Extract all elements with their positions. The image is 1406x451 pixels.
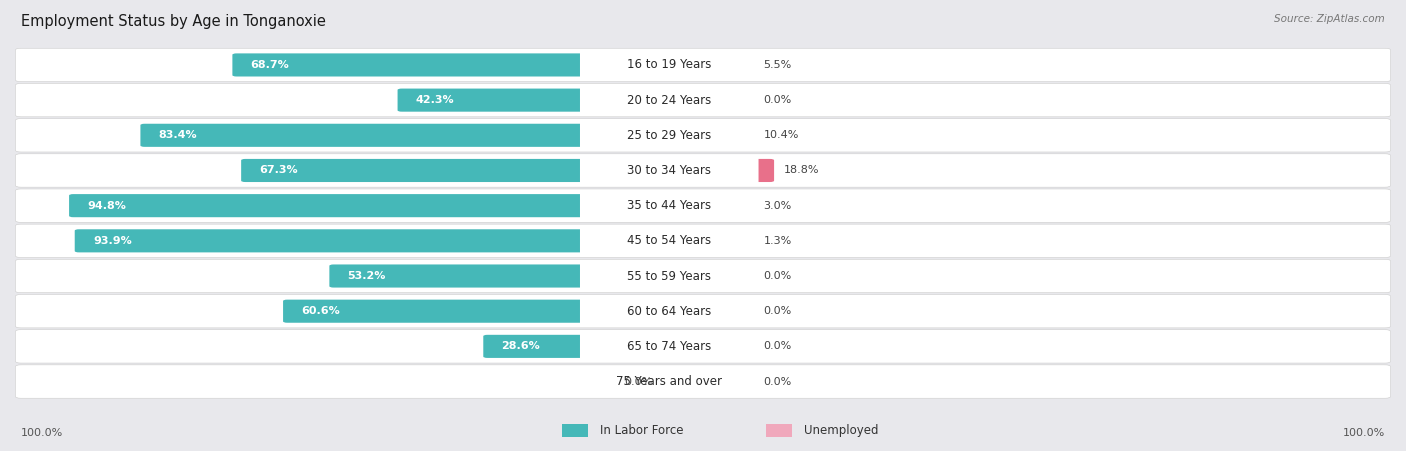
FancyBboxPatch shape [562, 424, 588, 437]
Text: 60 to 64 Years: 60 to 64 Years [627, 305, 711, 318]
FancyBboxPatch shape [668, 124, 754, 147]
Text: 65 to 74 Years: 65 to 74 Years [627, 340, 711, 353]
Text: 53.2%: 53.2% [347, 271, 387, 281]
Text: 25 to 29 Years: 25 to 29 Years [627, 129, 711, 142]
Text: 67.3%: 67.3% [260, 166, 298, 175]
Text: 45 to 54 Years: 45 to 54 Years [627, 235, 711, 247]
Text: 0.0%: 0.0% [763, 306, 792, 316]
Text: In Labor Force: In Labor Force [600, 424, 683, 437]
FancyBboxPatch shape [668, 335, 754, 358]
FancyBboxPatch shape [766, 424, 792, 437]
Text: 28.6%: 28.6% [502, 341, 540, 351]
Text: 0.0%: 0.0% [763, 271, 792, 281]
FancyBboxPatch shape [232, 53, 671, 77]
FancyBboxPatch shape [581, 190, 759, 221]
FancyBboxPatch shape [581, 366, 759, 397]
Text: 1.3%: 1.3% [763, 236, 792, 246]
FancyBboxPatch shape [15, 83, 1391, 117]
FancyBboxPatch shape [398, 88, 671, 112]
Text: 16 to 19 Years: 16 to 19 Years [627, 59, 711, 71]
FancyBboxPatch shape [15, 365, 1391, 398]
FancyBboxPatch shape [15, 330, 1391, 363]
Text: 30 to 34 Years: 30 to 34 Years [627, 164, 711, 177]
FancyBboxPatch shape [668, 264, 754, 288]
FancyBboxPatch shape [581, 155, 759, 186]
FancyBboxPatch shape [15, 224, 1391, 258]
FancyBboxPatch shape [484, 335, 671, 358]
FancyBboxPatch shape [15, 119, 1391, 152]
FancyBboxPatch shape [242, 159, 671, 182]
FancyBboxPatch shape [581, 331, 759, 362]
Text: 93.9%: 93.9% [93, 236, 132, 246]
Text: 3.0%: 3.0% [763, 201, 792, 211]
Text: 55 to 59 Years: 55 to 59 Years [627, 270, 711, 282]
Text: 75 Years and over: 75 Years and over [616, 375, 723, 388]
FancyBboxPatch shape [15, 154, 1391, 187]
FancyBboxPatch shape [15, 48, 1391, 82]
FancyBboxPatch shape [581, 84, 759, 116]
FancyBboxPatch shape [668, 229, 754, 253]
FancyBboxPatch shape [581, 120, 759, 151]
FancyBboxPatch shape [668, 194, 754, 217]
Text: 18.8%: 18.8% [785, 166, 820, 175]
FancyBboxPatch shape [329, 264, 671, 288]
Text: 68.7%: 68.7% [250, 60, 290, 70]
Text: 35 to 44 Years: 35 to 44 Years [627, 199, 711, 212]
Text: 0.0%: 0.0% [763, 341, 792, 351]
FancyBboxPatch shape [668, 53, 754, 77]
Text: Employment Status by Age in Tonganoxie: Employment Status by Age in Tonganoxie [21, 14, 326, 28]
FancyBboxPatch shape [283, 299, 671, 323]
Text: 0.0%: 0.0% [763, 95, 792, 105]
FancyBboxPatch shape [668, 88, 754, 112]
FancyBboxPatch shape [581, 49, 759, 81]
Text: Source: ZipAtlas.com: Source: ZipAtlas.com [1274, 14, 1385, 23]
FancyBboxPatch shape [69, 194, 671, 217]
Text: 0.0%: 0.0% [624, 377, 652, 387]
FancyBboxPatch shape [581, 260, 759, 292]
Text: 42.3%: 42.3% [416, 95, 454, 105]
FancyBboxPatch shape [581, 295, 759, 327]
FancyBboxPatch shape [141, 124, 671, 147]
FancyBboxPatch shape [668, 159, 775, 182]
FancyBboxPatch shape [15, 189, 1391, 222]
FancyBboxPatch shape [15, 259, 1391, 293]
Text: 100.0%: 100.0% [1343, 428, 1385, 438]
Text: 83.4%: 83.4% [159, 130, 197, 140]
FancyBboxPatch shape [15, 295, 1391, 328]
Text: 10.4%: 10.4% [763, 130, 799, 140]
Text: 94.8%: 94.8% [87, 201, 127, 211]
FancyBboxPatch shape [668, 370, 754, 393]
Text: 60.6%: 60.6% [301, 306, 340, 316]
Text: 100.0%: 100.0% [21, 428, 63, 438]
FancyBboxPatch shape [668, 299, 754, 323]
Text: 5.5%: 5.5% [763, 60, 792, 70]
Text: 0.0%: 0.0% [763, 377, 792, 387]
FancyBboxPatch shape [75, 229, 671, 253]
Text: 20 to 24 Years: 20 to 24 Years [627, 94, 711, 106]
FancyBboxPatch shape [581, 225, 759, 257]
Text: Unemployed: Unemployed [804, 424, 879, 437]
